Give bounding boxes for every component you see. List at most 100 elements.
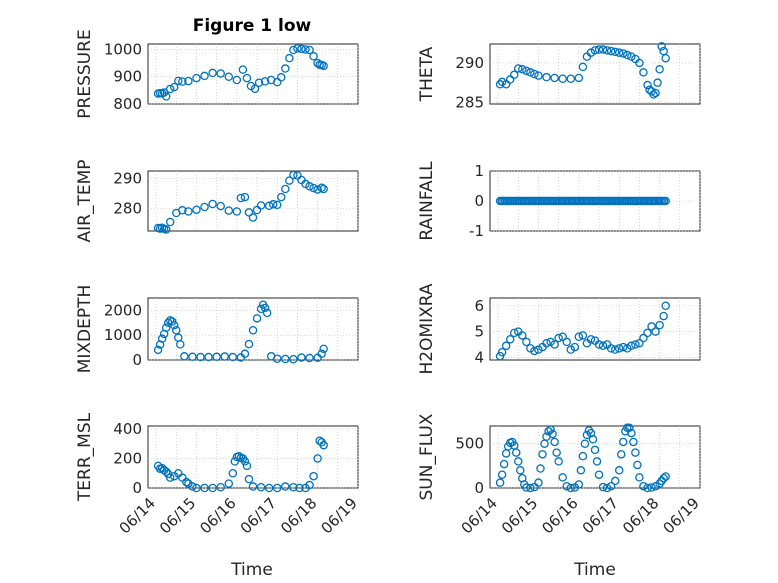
y-tick-label: 0	[474, 479, 484, 497]
data-point	[550, 73, 559, 83]
data-point	[512, 448, 521, 457]
data-point	[188, 352, 197, 362]
data-point	[514, 457, 523, 466]
data-point	[643, 80, 652, 90]
data-point	[285, 176, 294, 185]
data-point	[602, 46, 612, 55]
data-point	[200, 71, 209, 81]
data-point	[631, 340, 640, 349]
x-tick-label: 06/14	[116, 494, 159, 537]
y-axis-label-mixdepth: MIXDEPTH	[75, 285, 95, 374]
data-point	[578, 451, 588, 461]
data-point	[220, 352, 229, 361]
data-point	[661, 53, 670, 63]
data-point	[558, 74, 567, 83]
data-point	[580, 439, 590, 448]
data-point	[643, 328, 652, 338]
data-point	[606, 46, 616, 56]
data-point	[234, 452, 244, 461]
data-point	[297, 44, 306, 54]
data-point	[212, 352, 221, 362]
data-point	[244, 339, 254, 349]
data-point	[216, 483, 225, 492]
data-point	[602, 483, 612, 493]
data-point	[165, 316, 175, 325]
data-point	[495, 478, 505, 487]
data-point	[582, 430, 592, 440]
y-axis-label-theta: THETA	[417, 46, 437, 102]
data-point	[639, 333, 648, 343]
data-point	[659, 311, 668, 321]
data-point	[497, 347, 507, 357]
y-tick-label: 290	[455, 54, 484, 72]
data-point	[562, 481, 571, 491]
data-point	[643, 483, 652, 493]
data-point	[224, 72, 234, 81]
data-point	[495, 80, 505, 89]
data-point	[305, 182, 314, 191]
y-tick-label: 200	[113, 449, 142, 467]
data-point	[228, 468, 238, 478]
data-point	[297, 353, 306, 362]
data-point	[627, 341, 636, 351]
data-point	[530, 69, 539, 79]
data-point	[499, 459, 509, 469]
data-point	[250, 84, 260, 93]
x-tick-label: 06/19	[318, 494, 361, 537]
data-point	[536, 464, 545, 473]
data-point	[548, 429, 557, 439]
data-point	[598, 341, 608, 351]
data-point	[289, 45, 298, 55]
data-point	[598, 45, 608, 54]
data-point	[590, 46, 600, 55]
data-point	[313, 454, 322, 463]
panel-rainfall: -1 0 1 RAINFALL	[417, 161, 701, 241]
y-tick-label: 5	[474, 323, 484, 341]
data-point	[619, 342, 628, 352]
x-tick-label: 06/17	[237, 494, 280, 537]
data-point	[570, 342, 580, 352]
data-point	[161, 467, 171, 477]
y-axis-label-airtemp: AIR_TEMP	[75, 160, 95, 243]
data-point	[574, 73, 584, 83]
data-point	[256, 304, 266, 314]
data-point	[240, 349, 250, 359]
data-point	[165, 217, 175, 227]
data-point	[610, 476, 620, 486]
data-point	[625, 423, 634, 433]
data-point	[309, 471, 318, 481]
data-point	[232, 75, 242, 85]
data-point	[289, 170, 298, 180]
data-point	[522, 483, 531, 492]
x-tick-label: 06/18	[277, 494, 320, 537]
data-point	[631, 448, 640, 457]
data-point	[305, 480, 314, 490]
data-point	[651, 327, 660, 336]
x-tick-label: 06/15	[156, 494, 199, 537]
data-point	[619, 437, 628, 447]
data-point	[277, 73, 286, 82]
data-point	[598, 482, 608, 492]
data-point	[610, 47, 620, 57]
data-point	[281, 482, 290, 491]
data-point	[639, 68, 648, 77]
data-point	[155, 340, 165, 349]
data-point	[623, 50, 632, 60]
data-point	[260, 303, 270, 313]
data-point	[647, 483, 656, 492]
data-point	[242, 73, 252, 83]
data-point	[627, 428, 636, 438]
data-point	[614, 48, 624, 57]
data-point	[244, 474, 254, 484]
data-point	[578, 62, 588, 72]
data-point	[317, 349, 326, 359]
data-point	[633, 460, 642, 470]
data-point	[497, 470, 507, 479]
y-tick-label: 0	[132, 479, 142, 497]
data-point	[224, 206, 234, 215]
data-point	[254, 78, 264, 87]
panel-theta: 285 290 THETA	[417, 42, 701, 111]
data-point	[566, 74, 576, 83]
data-point	[293, 44, 302, 53]
